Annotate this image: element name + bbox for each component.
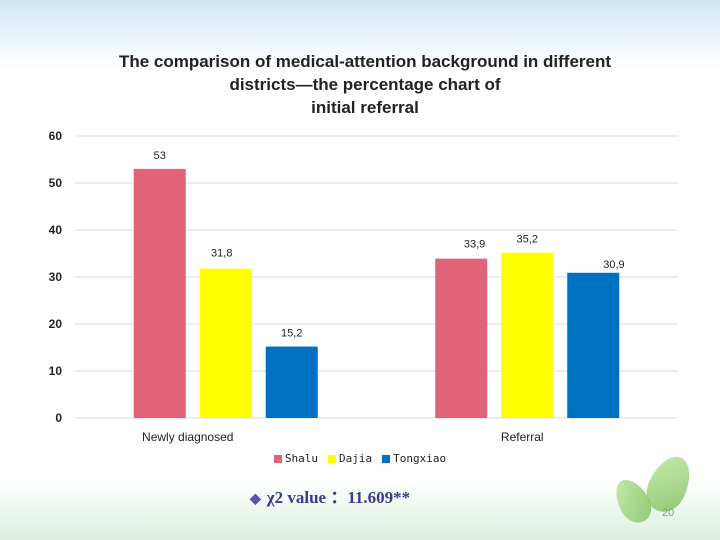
- data-label: 30,9: [603, 259, 624, 271]
- data-label: 33,9: [464, 239, 485, 251]
- y-tick-label: 0: [55, 411, 62, 425]
- chart-legend: Shalu Dajia Tongxiao: [0, 452, 720, 465]
- legend-item-tongxiao: Tongxiao: [382, 452, 446, 465]
- legend-item-shalu: Shalu: [273, 452, 318, 465]
- bar-dajia-referral: [501, 252, 554, 418]
- bar-tongxiao-newly-diagnosed: [265, 346, 318, 418]
- legend-label: Dajia: [339, 452, 373, 465]
- legend-swatch: [273, 454, 282, 463]
- chart-title: The comparison of medical-attention back…: [118, 52, 612, 117]
- chi-square-note: ◆ χ2 value ：11.609**: [250, 483, 410, 508]
- bar-shalu-referral: [435, 258, 488, 418]
- x-category-label: Newly diagnosed: [142, 430, 233, 444]
- y-tick-label: 40: [49, 223, 63, 237]
- x-category-label: Referral: [501, 430, 544, 444]
- bar-shalu-newly-diagnosed: [133, 168, 186, 418]
- background-bottom: [0, 480, 720, 540]
- data-label: 31,8: [211, 248, 232, 260]
- data-label: 35,2: [517, 234, 538, 246]
- background-top: [0, 0, 720, 70]
- data-label: 15,2: [281, 328, 302, 340]
- y-tick-label: 30: [49, 270, 63, 284]
- legend-item-dajia: Dajia: [328, 452, 372, 465]
- data-label: 53: [154, 150, 166, 162]
- bar-dajia-newly-diagnosed: [199, 268, 252, 418]
- legend-label: Tongxiao: [393, 452, 447, 465]
- y-tick-label: 50: [49, 176, 63, 190]
- legend-label: Shalu: [284, 452, 318, 465]
- bar-chart: 0 10 20 30 40 50 60 53 31,8 15,2 Newly diagnosed 33…: [49, 129, 678, 444]
- y-tick-label: 20: [49, 317, 63, 331]
- chi-square-text: χ2 value ：11.609**: [266, 488, 411, 507]
- bar-tongxiao-referral: [567, 272, 620, 418]
- diamond-bullet-icon: ◆: [250, 492, 261, 507]
- legend-swatch: [328, 454, 336, 463]
- legend-swatch: [382, 454, 391, 463]
- y-tick-label: 60: [49, 129, 63, 143]
- y-tick-label: 10: [49, 364, 63, 378]
- page-number: 20: [662, 507, 675, 519]
